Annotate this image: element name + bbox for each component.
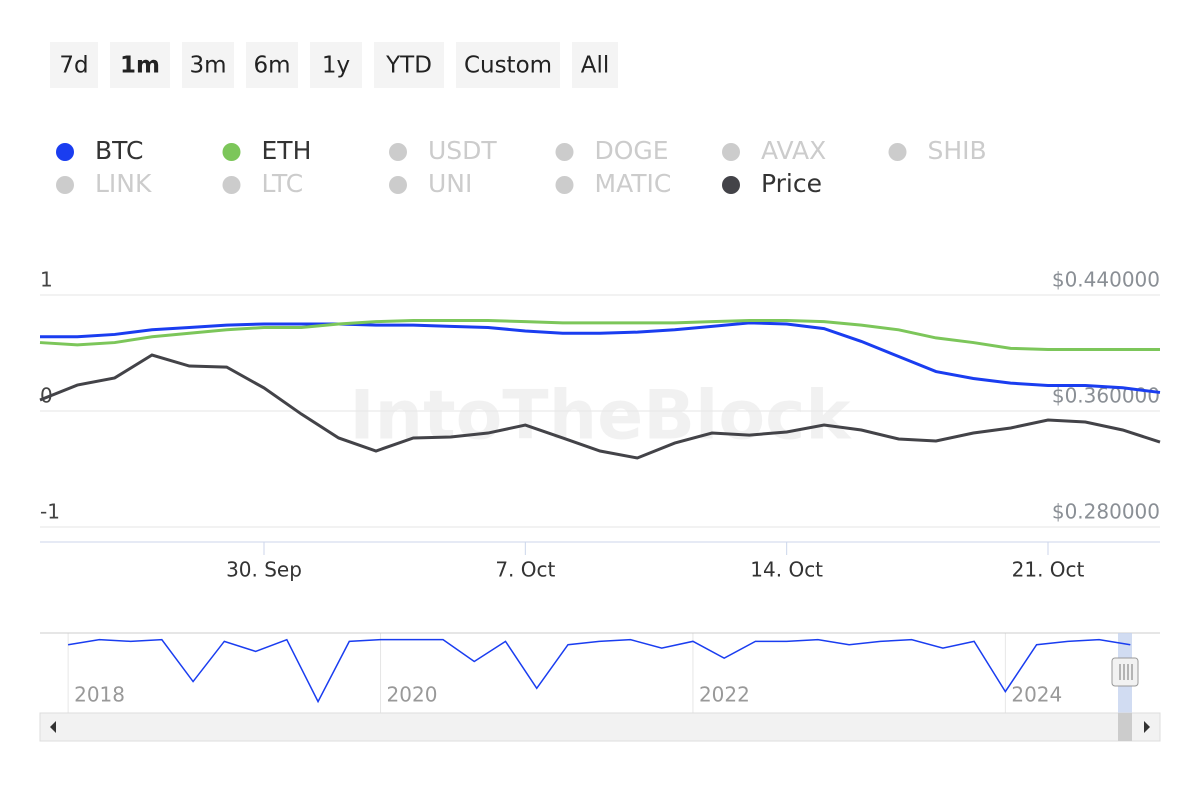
legend-marker[interactable] [722, 176, 740, 194]
legend-marker[interactable] [56, 143, 74, 161]
y-tick-label: -1 [40, 500, 60, 524]
legend-marker[interactable] [722, 143, 740, 161]
legend-label[interactable]: SHIB [928, 136, 987, 165]
scroll-left[interactable] [50, 721, 56, 733]
scrollbar-thumb[interactable] [1118, 713, 1132, 741]
range-button-label[interactable]: Custom [464, 53, 552, 79]
range-button-label[interactable]: 7d [59, 53, 88, 79]
range-button[interactable] [456, 42, 560, 88]
legend-label[interactable]: DOGE [595, 136, 669, 165]
legend-marker[interactable] [888, 143, 907, 161]
legend-label[interactable]: LTC [262, 169, 304, 198]
navigator-tick-label: 2024 [1011, 683, 1062, 707]
legend-marker[interactable] [56, 176, 74, 194]
watermark: IntoTheBlock [349, 377, 852, 456]
series-line [40, 321, 1161, 394]
legend-label[interactable]: AVAX [761, 136, 826, 165]
scrollbar[interactable] [39, 712, 1161, 742]
navigator-tick-label: 2018 [74, 683, 125, 707]
range-button-label[interactable]: 1y [322, 53, 350, 79]
range-button-label[interactable]: All [581, 53, 610, 79]
x-tick-label: 30. Sep [226, 558, 302, 582]
legend-label[interactable]: Price [761, 169, 822, 198]
legend-label[interactable]: BTC [95, 136, 143, 165]
navigator-tick-label: 2020 [387, 683, 438, 707]
x-tick-label: 14. Oct [750, 558, 823, 582]
range-button-label[interactable]: 6m [253, 53, 290, 79]
range-button[interactable] [110, 42, 170, 88]
legend-label[interactable]: MATIC [595, 169, 672, 198]
navigator-tick-label: 2022 [699, 683, 750, 707]
range-button-label[interactable]: 1m [120, 53, 160, 79]
legend-marker[interactable] [222, 176, 241, 194]
legend-marker[interactable] [389, 176, 407, 194]
legend-marker[interactable] [555, 176, 574, 194]
series-line [39, 353, 1161, 460]
legend-marker[interactable] [555, 143, 574, 161]
y-tick-label: 0 [40, 384, 53, 408]
range-button[interactable] [310, 42, 362, 88]
range-button[interactable] [374, 42, 444, 88]
legend-marker[interactable] [222, 143, 241, 161]
legend-label[interactable]: LINK [95, 169, 152, 198]
range-button[interactable] [182, 42, 234, 88]
x-tick-label: 21. Oct [1012, 558, 1085, 582]
x-tick-label: 7. Oct [495, 558, 555, 582]
range-button-label[interactable]: 3m [189, 53, 226, 79]
range-button[interactable] [572, 42, 618, 88]
y2-tick-label: $0.440000 [1052, 268, 1160, 292]
series-line [39, 319, 1160, 352]
legend-marker[interactable] [389, 143, 407, 161]
legend-label[interactable]: USDT [428, 136, 497, 165]
range-button[interactable] [246, 42, 298, 88]
navigator-handle[interactable] [1111, 657, 1139, 687]
legend-label[interactable]: UNI [428, 169, 472, 198]
range-button[interactable] [50, 42, 98, 88]
handle-grip [1119, 664, 1133, 680]
y-tick-label: 1 [40, 268, 53, 292]
range-button-label[interactable]: YTD [385, 53, 432, 79]
scroll-right[interactable] [1144, 721, 1150, 733]
y2-tick-label: $0.280000 [1052, 500, 1160, 524]
navigator-line [67, 638, 1131, 704]
legend-label[interactable]: ETH [262, 136, 312, 165]
